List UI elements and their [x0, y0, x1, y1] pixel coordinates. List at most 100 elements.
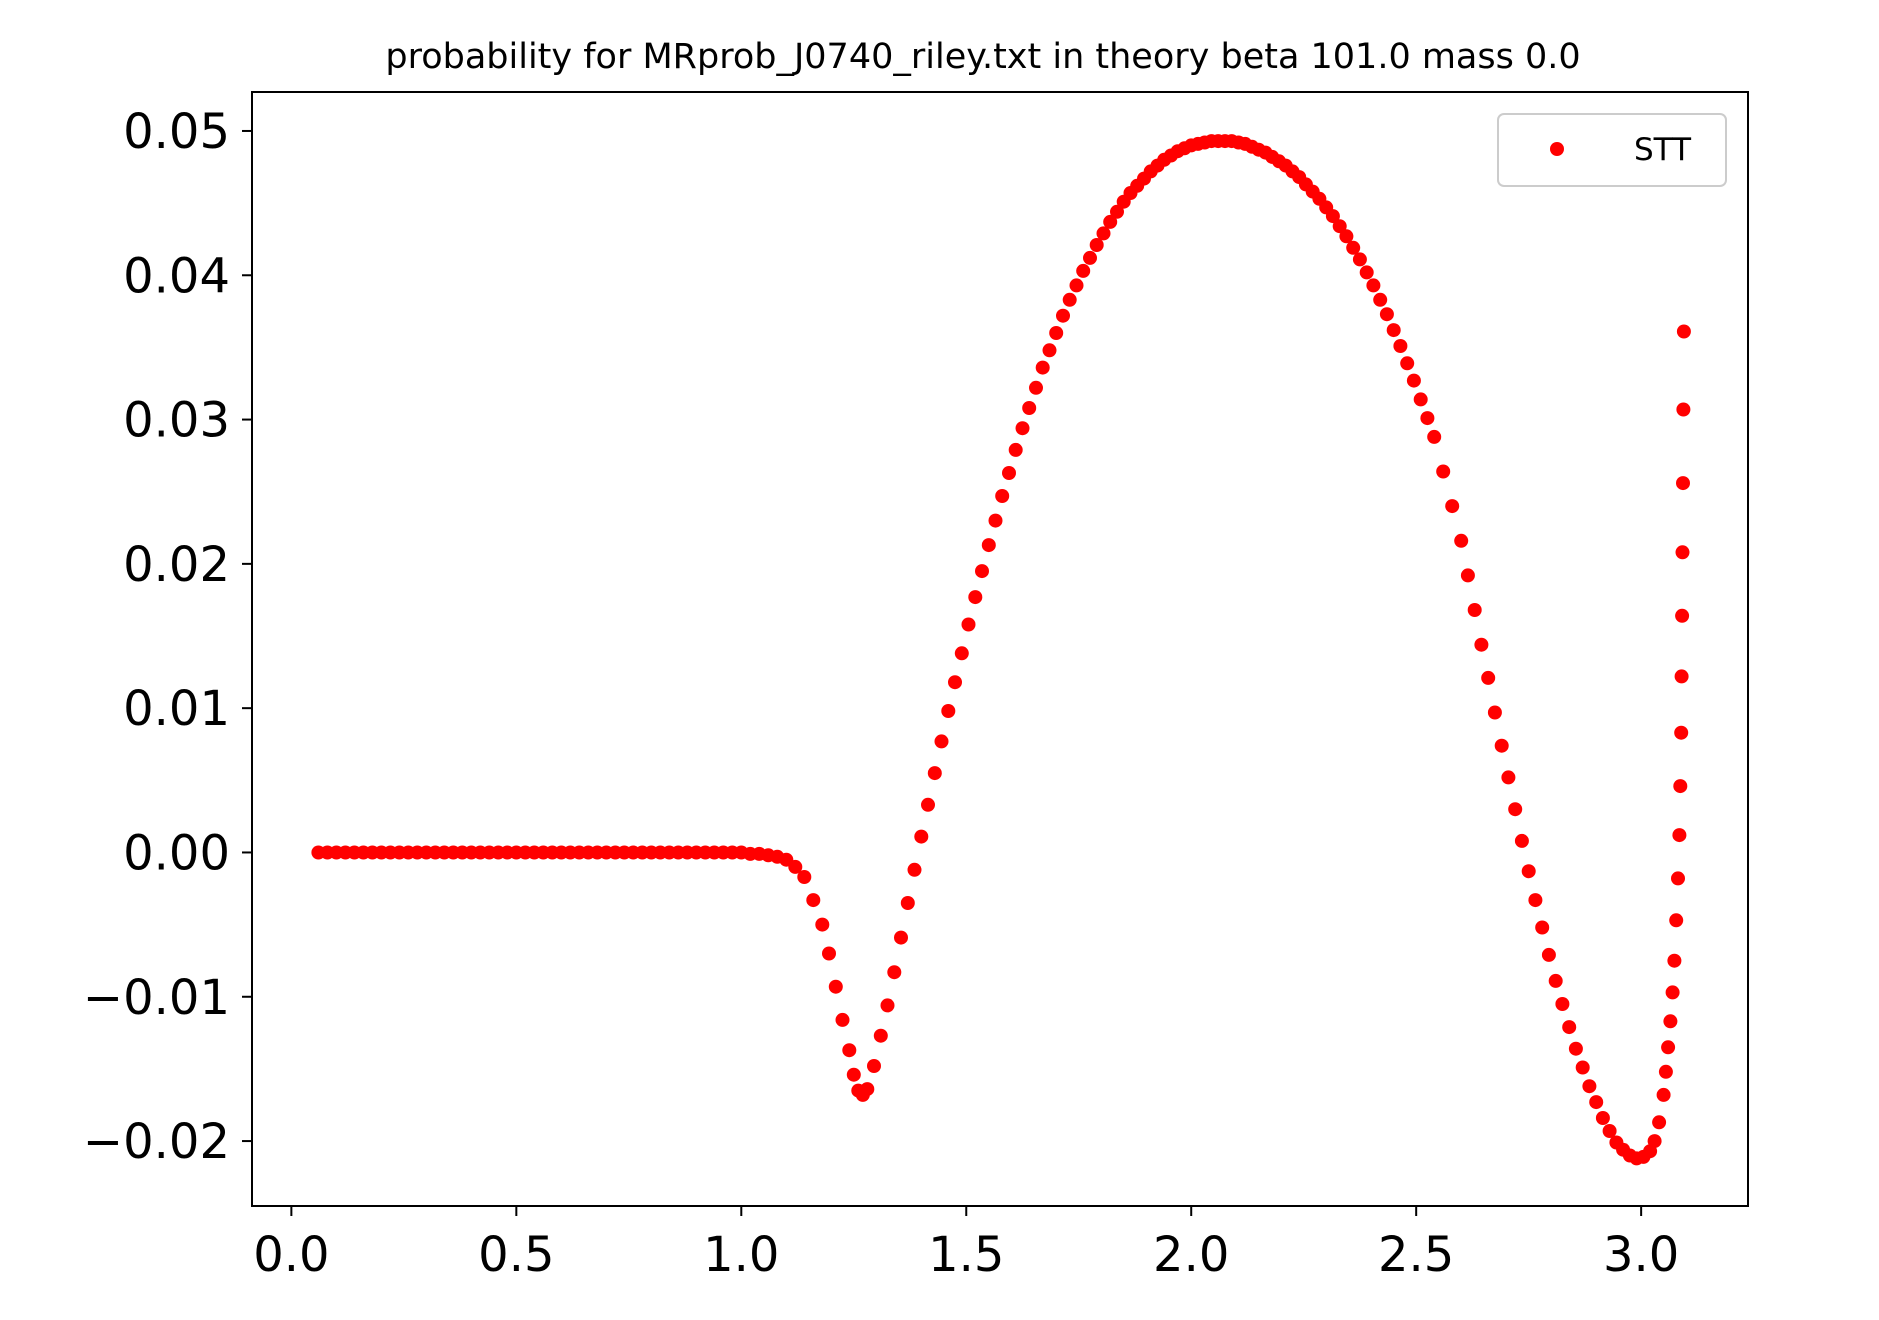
- data-point: [1671, 871, 1685, 886]
- data-point: [968, 590, 983, 605]
- data-point: [1022, 401, 1037, 415]
- chart-title: probability for MRprob_J0740_riley.txt i…: [385, 37, 1580, 77]
- data-point: [1647, 1134, 1662, 1149]
- data-point: [934, 734, 949, 749]
- x-tick-label: 3.0: [1603, 1227, 1679, 1283]
- x-tick-label: 1.0: [703, 1227, 779, 1283]
- data-point: [1406, 373, 1421, 388]
- data-point: [1366, 278, 1381, 293]
- x-tick-label: 0.5: [478, 1227, 554, 1283]
- data-point: [1325, 209, 1340, 224]
- data-point: [1672, 828, 1687, 843]
- data-point: [1110, 204, 1124, 219]
- data-point: [954, 646, 969, 661]
- data-point: [1481, 670, 1496, 685]
- data-point: [1002, 466, 1016, 480]
- data-point: [1562, 1020, 1577, 1035]
- data-point: [828, 979, 843, 994]
- y-tick-label: −0.02: [83, 1114, 230, 1170]
- data-point: [1656, 1087, 1671, 1102]
- data-point: [1665, 985, 1680, 1000]
- data-point: [1008, 442, 1023, 457]
- data-point: [1669, 913, 1684, 928]
- data-point: [900, 896, 915, 910]
- data-point: [1436, 464, 1451, 479]
- x-tick-label: 2.5: [1378, 1227, 1454, 1283]
- data-point: [1487, 705, 1502, 720]
- x-tick-label: 0.0: [253, 1227, 329, 1283]
- data-point: [981, 538, 996, 553]
- data-point: [941, 704, 956, 718]
- data-point: [806, 893, 821, 908]
- legend-box: [1497, 113, 1727, 187]
- data-point: [1674, 725, 1689, 740]
- data-point: [1589, 1095, 1604, 1110]
- data-point: [1420, 411, 1435, 426]
- data-point: [1379, 307, 1394, 322]
- data-point: [788, 859, 803, 874]
- data-point: [948, 675, 962, 690]
- data-point: [1042, 343, 1057, 358]
- data-point: [1467, 603, 1482, 617]
- data-point: [1056, 308, 1070, 323]
- data-point: [1535, 920, 1550, 935]
- data-point: [1445, 499, 1460, 514]
- data-point: [1674, 669, 1689, 684]
- data-point: [1676, 402, 1691, 417]
- y-tick-label: 0.03: [123, 393, 230, 449]
- data-point: [995, 489, 1010, 503]
- data-point: [1602, 1124, 1617, 1138]
- data-point: [1676, 324, 1691, 339]
- data-point: [815, 917, 830, 932]
- data-point: [1352, 252, 1367, 267]
- data-point: [1096, 226, 1111, 241]
- data-point: [1346, 240, 1361, 255]
- data-point: [1548, 973, 1563, 988]
- legend: STT: [1497, 113, 1727, 187]
- data-point: [873, 1028, 888, 1043]
- y-tick-label: 0.00: [123, 825, 230, 881]
- data-point: [921, 797, 935, 812]
- data-point: [1035, 360, 1050, 375]
- data-point: [1332, 219, 1347, 234]
- data-point: [1521, 864, 1536, 879]
- data-point: [1474, 637, 1489, 652]
- data-point: [894, 930, 908, 945]
- data-point: [1069, 278, 1084, 293]
- data-point: [842, 1043, 857, 1058]
- data-point: [1675, 545, 1690, 560]
- data-point: [1673, 779, 1688, 794]
- data-point: [860, 1082, 875, 1097]
- legend-label-stt: STT: [1634, 132, 1692, 168]
- data-point: [1595, 1111, 1610, 1125]
- data-point: [927, 766, 942, 781]
- data-point: [867, 1059, 881, 1073]
- data-point: [1568, 1041, 1583, 1056]
- data-point: [1029, 380, 1043, 395]
- y-tick-label: 0.02: [123, 537, 230, 593]
- data-point: [961, 617, 976, 632]
- data-point: [1575, 1060, 1590, 1075]
- data-point: [1675, 608, 1690, 623]
- data-point: [1413, 392, 1428, 407]
- data-point: [1676, 476, 1690, 491]
- data-point: [1663, 1014, 1678, 1029]
- data-point: [1359, 265, 1374, 280]
- data-point: [1062, 292, 1077, 307]
- data-point: [975, 564, 989, 579]
- data-point: [914, 829, 929, 844]
- y-axis: −0.02 −0.01 0.00 0.01 0.02 0.03 0.04 0.05: [83, 104, 252, 1170]
- series-stt-points: [311, 134, 1691, 1166]
- data-point: [1658, 1064, 1673, 1079]
- data-point: [1454, 533, 1469, 548]
- data-point: [1541, 947, 1556, 962]
- data-point: [1049, 326, 1064, 340]
- data-point: [797, 870, 812, 884]
- data-point: [988, 513, 1003, 528]
- data-point: [907, 862, 922, 877]
- y-tick-label: 0.05: [123, 104, 230, 160]
- data-point: [1427, 429, 1442, 444]
- data-point: [1652, 1115, 1667, 1130]
- x-axis: 0.0 0.5 1.0 1.5 2.0 2.5 3.0: [253, 1206, 1679, 1283]
- data-point: [1339, 229, 1354, 244]
